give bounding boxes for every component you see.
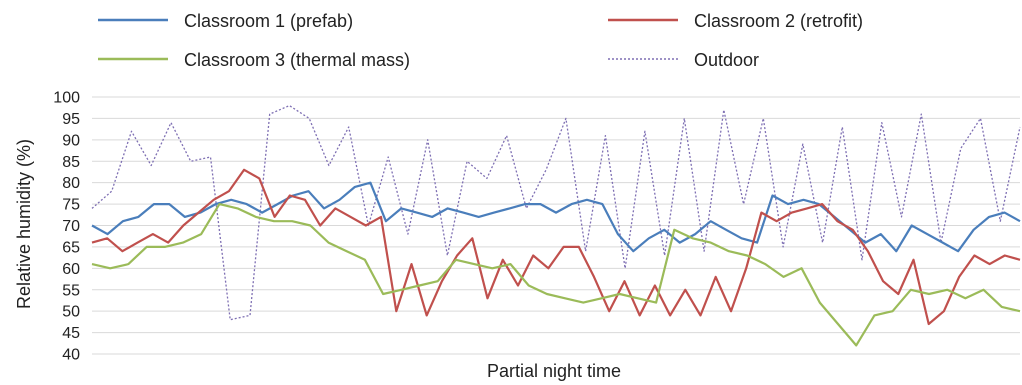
y-axis-label: Relative humidity (%): [14, 139, 34, 309]
series-line-classroom-2-retrofit: [91, 168, 1021, 326]
x-axis-label: Partial night time: [487, 361, 621, 381]
series-line-classroom-1-prefab: [91, 181, 1021, 253]
y-tick-label-75: 75: [62, 197, 80, 214]
y-tick-labels: 40 45 50 55 60 65 70 75 80 85 90 95 100: [53, 90, 80, 364]
series-line-classroom-3-thermal-mass: [91, 203, 1021, 347]
y-tick-label-65: 65: [62, 239, 80, 256]
legend: Classroom 1 (prefab) Classroom 2 (retrof…: [98, 11, 863, 70]
y-tick-label-85: 85: [62, 154, 80, 171]
gridlines: [92, 96, 1020, 355]
y-tick-label-70: 70: [62, 218, 80, 235]
legend-label-classroom-2: Classroom 2 (retrofit): [694, 11, 863, 31]
y-tick-label-80: 80: [62, 175, 80, 192]
y-tick-label-90: 90: [62, 132, 80, 149]
y-tick-label-60: 60: [62, 261, 80, 278]
y-tick-label-50: 50: [62, 304, 80, 321]
y-tick-label-95: 95: [62, 111, 80, 128]
legend-label-classroom-1: Classroom 1 (prefab): [184, 11, 353, 31]
y-tick-label-100: 100: [53, 90, 80, 107]
series-lines: [91, 104, 1021, 347]
y-tick-label-55: 55: [62, 282, 80, 299]
y-tick-label-40: 40: [62, 347, 80, 364]
legend-label-classroom-3: Classroom 3 (thermal mass): [184, 50, 410, 70]
y-tick-label-45: 45: [62, 325, 80, 342]
series-line-outdoor: [91, 104, 1021, 321]
legend-label-outdoor: Outdoor: [694, 50, 759, 70]
